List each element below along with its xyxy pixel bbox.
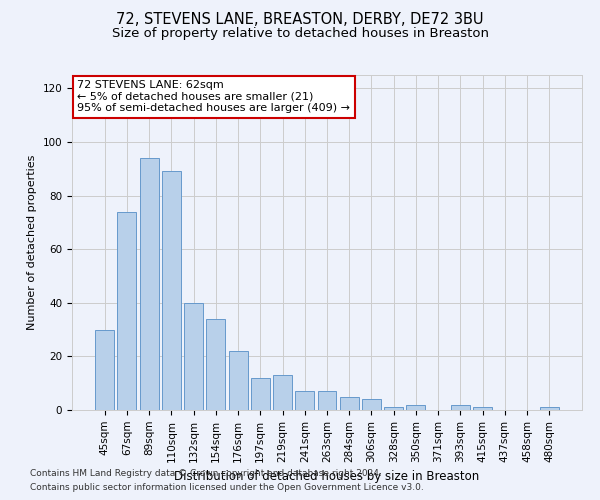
- Text: 72, STEVENS LANE, BREASTON, DERBY, DE72 3BU: 72, STEVENS LANE, BREASTON, DERBY, DE72 …: [116, 12, 484, 28]
- Bar: [362, 400, 381, 410]
- Y-axis label: Number of detached properties: Number of detached properties: [27, 155, 37, 330]
- Bar: [317, 391, 337, 410]
- Text: 72 STEVENS LANE: 62sqm
← 5% of detached houses are smaller (21)
95% of semi-deta: 72 STEVENS LANE: 62sqm ← 5% of detached …: [77, 80, 350, 113]
- Text: Size of property relative to detached houses in Breaston: Size of property relative to detached ho…: [112, 28, 488, 40]
- Bar: [273, 375, 292, 410]
- Bar: [118, 212, 136, 410]
- Bar: [140, 158, 158, 410]
- Bar: [384, 408, 403, 410]
- Bar: [473, 408, 492, 410]
- Bar: [229, 351, 248, 410]
- Bar: [206, 319, 225, 410]
- Bar: [295, 391, 314, 410]
- Bar: [451, 404, 470, 410]
- Bar: [95, 330, 114, 410]
- Bar: [340, 396, 359, 410]
- Text: Contains HM Land Registry data © Crown copyright and database right 2024.: Contains HM Land Registry data © Crown c…: [30, 468, 382, 477]
- Bar: [162, 172, 181, 410]
- Bar: [406, 404, 425, 410]
- Bar: [251, 378, 270, 410]
- Bar: [184, 303, 203, 410]
- Text: Contains public sector information licensed under the Open Government Licence v3: Contains public sector information licen…: [30, 484, 424, 492]
- X-axis label: Distribution of detached houses by size in Breaston: Distribution of detached houses by size …: [175, 470, 479, 483]
- Bar: [540, 408, 559, 410]
